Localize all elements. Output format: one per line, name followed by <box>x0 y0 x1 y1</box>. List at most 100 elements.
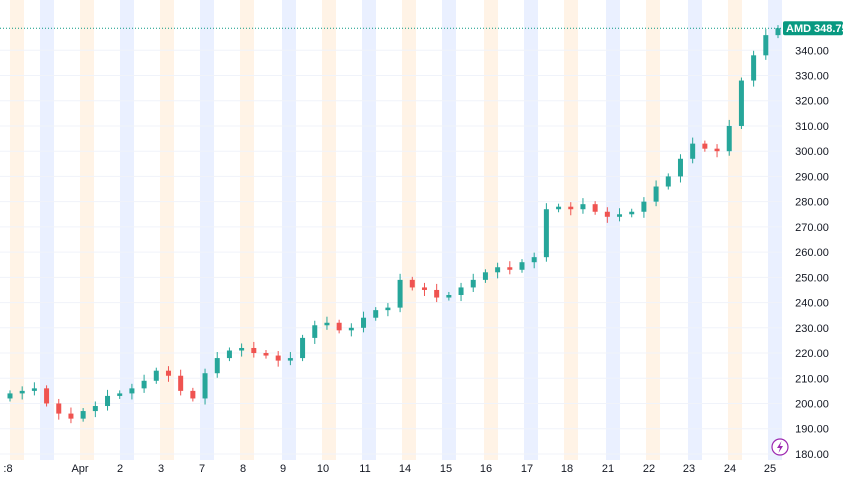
candle-body <box>775 28 781 36</box>
candle <box>31 382 37 396</box>
candle-body <box>300 337 306 359</box>
candle <box>653 180 659 207</box>
candle <box>568 202 574 216</box>
candle-body <box>421 287 427 290</box>
x-tick-label: 14 <box>399 463 411 475</box>
y-tick-label: 210.00 <box>795 373 829 385</box>
candle <box>409 276 415 291</box>
candle-body <box>373 310 379 318</box>
candle <box>226 347 232 362</box>
session-band <box>484 0 498 460</box>
x-tick-label: 24 <box>724 463 736 475</box>
candle <box>421 282 427 297</box>
candle-body <box>117 393 123 396</box>
candle-body <box>495 267 501 273</box>
candle-body <box>239 347 245 351</box>
candle-body <box>226 350 232 359</box>
candle <box>434 283 440 303</box>
lightning-icon[interactable] <box>771 438 789 456</box>
candle-body <box>165 370 171 376</box>
y-tick-label: 330.00 <box>795 71 829 83</box>
candle-body <box>507 267 513 270</box>
candle-body <box>19 390 25 394</box>
candle-body <box>31 388 37 391</box>
candle <box>458 282 464 302</box>
candle-body <box>653 186 659 202</box>
candle-body <box>482 272 488 280</box>
price-axis[interactable]: 180.00 190.00 200.00 210.00 220.00 230.00 240.… <box>795 45 829 461</box>
candle <box>397 273 403 313</box>
candle <box>287 352 293 366</box>
candle <box>275 351 281 367</box>
candle-body <box>129 388 135 394</box>
candle <box>714 144 720 158</box>
candle <box>336 319 342 334</box>
session-band <box>768 0 782 460</box>
x-tick-label: 22 <box>643 463 655 475</box>
candle-body <box>738 80 744 126</box>
candle <box>482 269 488 283</box>
y-tick-label: 220.00 <box>795 348 829 360</box>
candle <box>775 25 781 39</box>
candle-body <box>751 55 757 81</box>
candle <box>105 389 111 411</box>
session-band <box>240 0 254 460</box>
candle-body <box>531 257 537 263</box>
x-tick-label: 18 <box>561 463 573 475</box>
candle-body <box>397 279 403 308</box>
badge-background <box>783 21 843 36</box>
candle <box>312 320 318 344</box>
candle-body <box>568 206 574 210</box>
candle <box>117 390 123 399</box>
session-band <box>362 0 376 460</box>
candle-body <box>80 411 86 419</box>
x-tick-label: 9 <box>280 463 286 475</box>
time-axis[interactable]: :8 Apr 2 3 7 8 9 10 11 14 15 16 17 18 21 22 23 24 25 <box>3 463 776 475</box>
candle <box>604 207 610 223</box>
candle <box>592 201 598 215</box>
candle-body <box>153 370 159 381</box>
session-band <box>200 0 214 460</box>
candle-body <box>214 358 220 374</box>
y-tick-label: 340.00 <box>795 45 829 57</box>
y-tick-label: 320.00 <box>795 96 829 108</box>
x-tick-label: :8 <box>3 463 12 475</box>
y-tick-label: 240.00 <box>795 298 829 310</box>
candle <box>519 259 525 273</box>
candle <box>202 368 208 405</box>
candle <box>190 387 196 402</box>
badge-price: 348.75 <box>814 23 848 35</box>
y-tick-label: 250.00 <box>795 272 829 284</box>
candle <box>239 343 245 357</box>
session-band <box>728 0 742 460</box>
candle-body <box>714 148 720 152</box>
session-band <box>688 0 702 460</box>
x-tick-label: 23 <box>683 463 695 475</box>
x-tick-label: 17 <box>521 463 533 475</box>
session-band <box>282 0 296 460</box>
y-tick-label: 200.00 <box>795 398 829 410</box>
candle-body <box>434 289 440 298</box>
candle-body <box>641 201 647 212</box>
candle-body <box>324 322 330 326</box>
candle-body <box>677 158 683 177</box>
candle <box>68 407 74 424</box>
candle <box>629 208 635 218</box>
candle-body <box>275 355 281 361</box>
candle-body <box>251 347 257 354</box>
candle <box>617 208 623 222</box>
candle <box>129 383 135 400</box>
candle <box>531 252 537 269</box>
candle <box>665 173 671 190</box>
candle <box>178 369 184 396</box>
y-tick-label: 270.00 <box>795 222 829 234</box>
session-band <box>564 0 578 460</box>
candle <box>556 203 562 213</box>
x-tick-label: 3 <box>158 463 164 475</box>
candle-body <box>409 279 415 288</box>
candle <box>19 386 25 400</box>
candle-body <box>556 206 562 210</box>
candle <box>385 303 391 317</box>
candle <box>507 261 513 275</box>
